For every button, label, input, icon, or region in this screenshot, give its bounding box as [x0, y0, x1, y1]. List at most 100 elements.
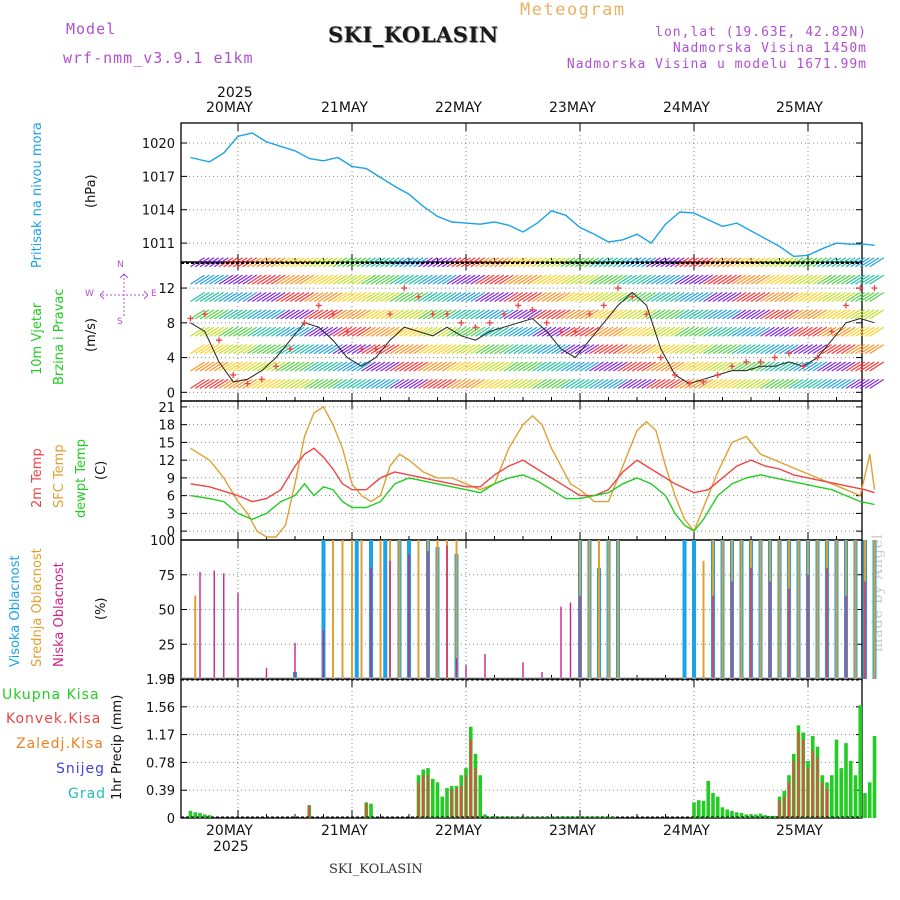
wind-barb: [275, 292, 291, 302]
low-cloud-bar: [569, 602, 572, 679]
wind-barb: [318, 344, 334, 355]
wind-barb: [399, 344, 414, 355]
wind-barb: [551, 344, 566, 355]
wind-barb: [294, 274, 310, 285]
wind-barb: [237, 344, 253, 355]
wind-barb: [323, 274, 338, 285]
wind-barb: [722, 344, 737, 355]
wind-barb: [779, 326, 794, 337]
total-rain-bar: [858, 705, 863, 818]
wind-barb: [793, 257, 809, 268]
wind-barb: [437, 361, 452, 372]
high-cloud-bar: [682, 540, 687, 679]
wind-barb: [631, 292, 647, 302]
wind-barb: [674, 361, 690, 372]
wind-barb: [636, 378, 652, 389]
wind-barb: [251, 378, 267, 389]
wind-barb: [859, 378, 875, 389]
wind-barb: [802, 344, 818, 355]
wind-barb: [394, 378, 410, 389]
wind-barb: [726, 344, 742, 355]
wind-barb: [579, 274, 595, 285]
wind-barb: [760, 309, 775, 320]
wind-barb: [313, 378, 329, 389]
wind-barb: [769, 361, 785, 372]
convective-rain-bar: [826, 789, 828, 818]
wind-barb: [584, 274, 600, 285]
wind-barb: [285, 378, 300, 389]
total-rain-bar: [758, 813, 763, 818]
wind-barb: [608, 309, 623, 320]
low-cloud-bar: [213, 570, 215, 679]
wind-barb: [679, 274, 695, 285]
wind-barb: [323, 292, 338, 302]
wind-barb: [332, 309, 348, 320]
wind-barb: [622, 274, 638, 285]
wind-barb: [821, 344, 837, 355]
wind-barb: [256, 292, 272, 302]
wind-barb: [256, 344, 272, 355]
wind-barb: [332, 361, 348, 372]
wind-barb: [327, 361, 343, 372]
wind-barb: [190, 274, 205, 285]
wind-barb: [546, 292, 562, 302]
model-altitude-label: Nadmorska Visina u modelu 1671.99m: [566, 57, 867, 72]
wind-barb: [522, 361, 538, 372]
y-tick-label: 0: [167, 673, 175, 688]
wind-barb: [788, 292, 804, 302]
wind-barb: [779, 361, 794, 372]
y-tick-label: 0.39: [146, 784, 175, 799]
wind-barb: [570, 292, 585, 302]
wind-barb: [456, 292, 471, 302]
wind-barb: [646, 309, 661, 320]
wind-barb: [641, 361, 657, 372]
wind-barb: [285, 326, 300, 337]
wind-barb: [741, 309, 756, 320]
wind-barb: [465, 378, 481, 389]
wind-barb: [840, 292, 856, 302]
wind-barb: [703, 344, 718, 355]
y-tick-label: 15: [158, 436, 175, 451]
wind-barb: [313, 274, 329, 285]
wind-barb: [608, 292, 623, 302]
wind-barb: [441, 344, 457, 355]
wind-barb: [237, 361, 253, 372]
low-cloud-bar: [750, 567, 752, 679]
total-rain-bar: [202, 814, 207, 818]
wind-barb: [413, 309, 429, 320]
wind-gust-mark: [515, 302, 522, 309]
wind-barb: [503, 292, 519, 302]
wind-gust-mark: [472, 324, 479, 331]
wind-barb: [774, 292, 790, 302]
wind-barb: [764, 274, 780, 285]
wind-barb: [840, 326, 856, 337]
wind-barb: [351, 274, 367, 285]
total-rain-bar: [768, 815, 772, 818]
wind-barb: [802, 361, 818, 372]
wind-barb: [707, 326, 723, 337]
wind-barb: [503, 309, 519, 320]
convective-rain-bar: [783, 796, 786, 818]
wind-barb: [299, 309, 315, 320]
date-bottom-4: 24MAY: [663, 823, 710, 839]
wind-barb: [627, 378, 642, 389]
wind-barb: [584, 361, 600, 372]
wind-barb: [470, 326, 486, 337]
wind-barb: [612, 326, 628, 337]
wind-barb: [380, 292, 395, 302]
wind-barb: [489, 378, 505, 389]
wind-barb: [783, 292, 799, 302]
wind-barb: [427, 378, 443, 389]
wind-barb: [370, 326, 386, 337]
wind-barb: [465, 292, 481, 302]
wind-barb: [413, 344, 429, 355]
wind-barb: [712, 344, 728, 355]
wind-barb: [513, 274, 528, 285]
total-rain-bar: [853, 775, 858, 818]
wind-barb: [541, 344, 557, 355]
wind-barb: [323, 326, 338, 337]
wind-barb: [223, 257, 239, 268]
wind-barb: [736, 326, 752, 337]
wind-barb: [817, 309, 832, 320]
wind-barb: [408, 309, 424, 320]
